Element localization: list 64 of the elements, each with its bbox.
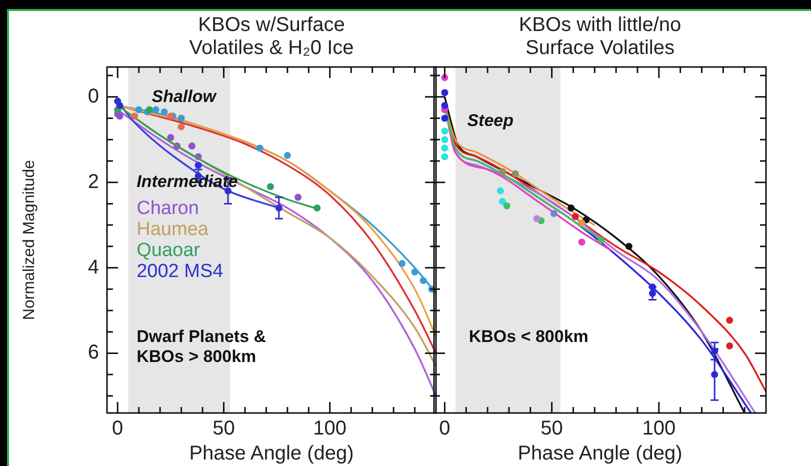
point [314, 204, 321, 212]
text: Haumea [136, 219, 210, 240]
text: Quaoar [136, 240, 201, 262]
point [499, 168, 506, 176]
y-tick-label: 6 [88, 342, 99, 364]
point [411, 268, 418, 276]
point [441, 136, 448, 144]
y-tick-label: 4 [88, 256, 99, 278]
point [294, 194, 302, 201]
point [726, 316, 734, 324]
x-tick-label: 50 [212, 418, 235, 440]
x-tick-label: 100 [642, 418, 676, 440]
y-tick-label: 2 [88, 170, 99, 193]
point [512, 170, 519, 178]
point [441, 128, 448, 135]
annotation: Dwarf Planets & KBOs > 800km [136, 327, 268, 368]
point [441, 102, 448, 109]
point [194, 162, 202, 169]
point [266, 183, 274, 190]
x-tick-label: 50 [540, 418, 563, 440]
text: 2002 MS4 [136, 261, 224, 282]
point [188, 142, 196, 150]
text: Charon [136, 198, 200, 220]
point [131, 112, 138, 120]
point [441, 153, 448, 160]
point [578, 238, 586, 246]
point [726, 342, 734, 350]
x-tick-label: 100 [313, 418, 347, 440]
y-tick-label: 0 [88, 85, 99, 108]
point [167, 134, 174, 141]
point [499, 198, 506, 206]
x-tick-label: 0 [112, 418, 124, 440]
point [496, 187, 504, 194]
chart-title: KBOs w/Surface Volatiles & H₂0 Ice [188, 14, 355, 60]
point [503, 202, 510, 210]
y-axis-title: Normalized Magnitude [21, 160, 38, 320]
point [178, 123, 185, 130]
chart-title: KBOs with little/no Surface Volatiles [518, 14, 682, 60]
point [441, 144, 448, 152]
point [160, 108, 168, 116]
x-tick-label: 0 [439, 418, 450, 440]
point [256, 144, 264, 152]
point [420, 277, 427, 284]
point [441, 114, 448, 122]
annotation: Steep [467, 110, 514, 132]
point [568, 204, 575, 212]
point [284, 152, 291, 159]
x-axis-title: Phase Angle (deg) [518, 442, 682, 465]
point [152, 106, 160, 114]
point [598, 236, 605, 244]
point [533, 215, 540, 222]
point [441, 89, 448, 96]
point [625, 242, 632, 250]
point [135, 106, 142, 114]
annotation: Shallow [152, 86, 216, 108]
point [116, 112, 124, 120]
point [550, 210, 558, 218]
x-axis-title: Phase Angle (deg) [189, 442, 354, 465]
annotation: KBOs < 800km [468, 326, 588, 348]
point [178, 114, 185, 122]
point [572, 213, 579, 220]
point [578, 219, 586, 226]
point [398, 260, 406, 267]
point [116, 102, 124, 109]
